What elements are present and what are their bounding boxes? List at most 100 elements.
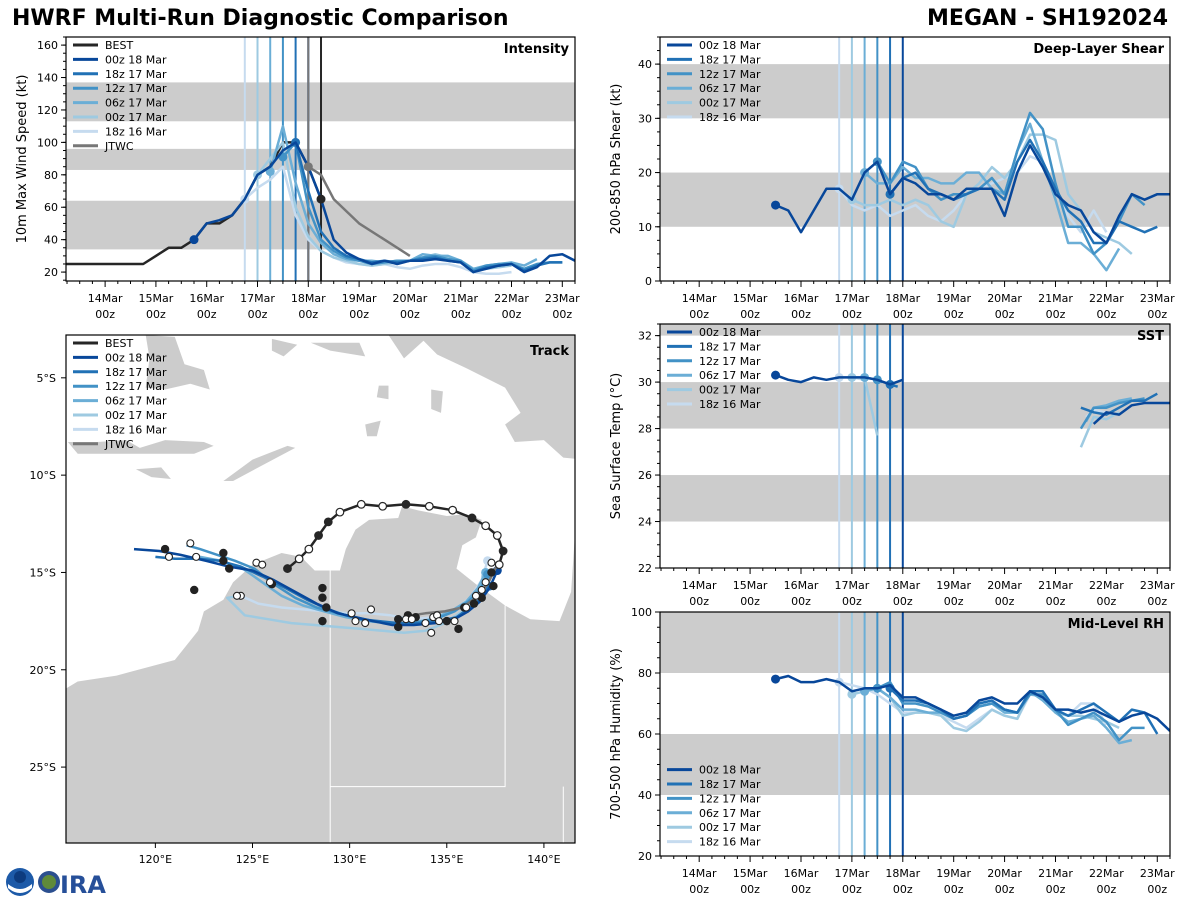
x-tick-label: 00z <box>995 883 1015 896</box>
legend-item: JTWC <box>73 438 134 451</box>
x-tick-label: 00z <box>689 308 709 321</box>
legend-label: 18z 16 Mar <box>699 111 761 124</box>
x-tick-label: 00z <box>1147 595 1167 608</box>
forecast-marker-filled <box>318 583 327 593</box>
best-marker-filled <box>401 499 411 509</box>
y-tick-label: 32 <box>638 330 652 343</box>
x-tick-label: 22Mar <box>1089 292 1124 305</box>
legend-item: 00z 17 Mar <box>667 821 761 834</box>
x-tick-label: 17Mar <box>835 292 870 305</box>
x-tick-label: 14Mar <box>682 867 717 880</box>
legend-item: 18z 16 Mar <box>667 111 761 124</box>
legend-label: 00z 17 Mar <box>699 97 761 110</box>
plot-area <box>660 324 1170 568</box>
best-marker-filled <box>498 546 508 556</box>
shaded-band <box>660 324 1170 336</box>
init-marker-jtwc <box>303 162 313 172</box>
legend-item: 06z 17 Mar <box>73 395 167 408</box>
x-tick-label: 120°E <box>139 853 172 866</box>
shaded-band <box>660 64 1170 119</box>
figure-title: HWRF Multi-Run Diagnostic Comparison <box>12 6 509 31</box>
panel-track: 120°E 125°E 130°E 135°E 140°E 5°S 10°S 15°S 20°S… <box>30 334 576 866</box>
best-marker-hollow <box>335 507 345 517</box>
x-tick-label: 00z <box>842 308 862 321</box>
forecast-marker-hollow <box>407 615 416 624</box>
border-nt-qld-sa <box>330 605 506 788</box>
legend-item: 18z 17 Mar <box>667 53 761 66</box>
y-tick-label: 25°S <box>30 761 56 774</box>
x-tick-label: 00z <box>1046 308 1066 321</box>
x-tick-label: 00z <box>944 595 964 608</box>
x-tick-label: 00z <box>552 308 572 321</box>
land-tanimbar <box>365 420 381 437</box>
best-marker-filled <box>314 531 323 540</box>
forecast-marker-hollow <box>450 617 459 626</box>
panel-title: Track <box>530 344 569 359</box>
legend-item: 00z 18 Mar <box>73 351 167 364</box>
x-tick-label: 19Mar <box>936 867 971 880</box>
y-tick-label: 30 <box>638 376 652 389</box>
legend-label: 18z 17 Mar <box>105 366 167 379</box>
x-tick-label: 00z <box>451 308 471 321</box>
y-tick-label: 5°S <box>37 372 56 385</box>
plot-area <box>660 612 1170 856</box>
forecast-marker-filled <box>469 599 479 608</box>
forecast-marker-hollow <box>351 617 360 626</box>
legend-label: 18z 16 Mar <box>105 423 167 436</box>
forecast-marker-hollow <box>265 578 275 587</box>
x-tick-label: 00z <box>197 308 217 321</box>
shaded-band <box>660 734 1170 795</box>
x-tick-label: 00z <box>298 308 318 321</box>
x-tick-label: 17Mar <box>240 292 275 305</box>
panel-title: Mid-Level RH <box>1068 617 1164 632</box>
init-marker <box>189 235 199 245</box>
panel-intensity: 20 40 60 80 100 120 140 160 14Mar 00z 15Mar 00z 16Ma… <box>15 36 580 321</box>
y-tick-label: 100 <box>631 606 652 619</box>
forecast-marker-filled <box>322 603 331 612</box>
legend-label: 00z 17 Mar <box>699 384 761 397</box>
land-kai <box>376 385 389 400</box>
land-sulawesi <box>145 335 210 390</box>
forecast-marker-hollow <box>192 552 201 561</box>
legend-item: 12z 17 Mar <box>73 380 167 393</box>
series-00z-18-mar <box>775 144 1170 245</box>
forecast-marker-hollow <box>487 558 496 567</box>
legend-label: 00z 18 Mar <box>105 351 167 364</box>
legend-item: 00z 17 Mar <box>73 111 167 124</box>
y-tick-label: 40 <box>638 58 652 71</box>
init-marker <box>771 200 781 210</box>
y-tick-label: 0 <box>645 275 652 288</box>
legend-label: 06z 17 Mar <box>105 97 167 110</box>
track-00z-17-mar <box>225 575 487 635</box>
y-axis-label: 10m Max Wind Speed (kt) <box>15 75 30 244</box>
y-tick-label: 120 <box>37 104 58 117</box>
legend-label: 18z 17 Mar <box>699 778 761 791</box>
x-tick-label: 00z <box>146 308 166 321</box>
x-tick-label: 00z <box>689 595 709 608</box>
x-tick-label: 00z <box>1046 595 1066 608</box>
x-tick-label: 17Mar <box>835 867 870 880</box>
x-tick-label: 23Mar <box>1140 867 1175 880</box>
series-18z-17-mar-late <box>1080 392 1158 416</box>
legend-item: 12z 17 Mar <box>667 355 761 368</box>
x-tick-label: 00z <box>995 595 1015 608</box>
x-tick-label: 130°E <box>333 853 366 866</box>
legend-label: 18z 16 Mar <box>105 125 167 138</box>
best-marker-hollow <box>494 560 504 570</box>
x-tick-label: 19Mar <box>936 292 971 305</box>
x-tick-label: 00z <box>740 308 760 321</box>
legend-item: 06z 17 Mar <box>667 807 761 820</box>
legend-label: 12z 17 Mar <box>699 792 761 805</box>
x-tick-label: 21Mar <box>1038 579 1073 592</box>
series-jtwc <box>307 165 411 257</box>
land-timor <box>223 445 296 481</box>
x-tick-label: 125°E <box>236 853 269 866</box>
series-best <box>66 141 323 266</box>
y-tick-label: 80 <box>638 667 652 680</box>
y-tick-label: 26 <box>638 469 652 482</box>
x-tick-label: 00z <box>1147 308 1167 321</box>
series-00z-18-mar-late <box>1092 401 1170 425</box>
